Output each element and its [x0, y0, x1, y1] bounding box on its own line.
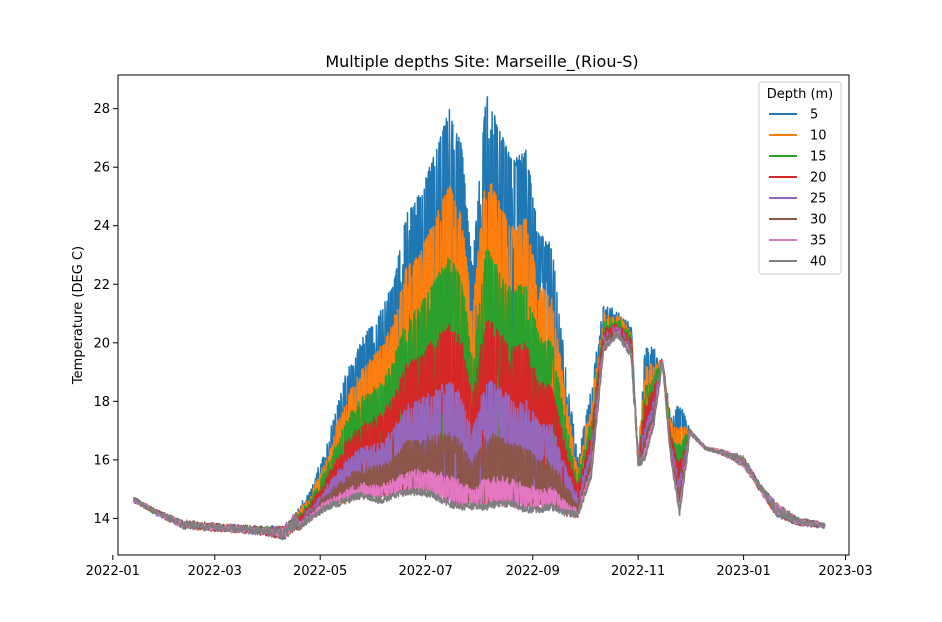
- chart-title: Multiple depths Site: Marseille_(Riou-S): [325, 52, 638, 72]
- legend-title: Depth (m): [767, 87, 834, 102]
- y-tick-label: 24: [93, 219, 110, 234]
- legend: Depth (m) 5 10 15 20 25 30 35 40: [758, 81, 842, 275]
- legend-label-15: 15: [810, 150, 827, 165]
- y-axis-label: Temperature (DEG C): [71, 246, 86, 385]
- y-tick-label: 22: [93, 278, 110, 293]
- plot-frame: [117, 74, 850, 556]
- series-line-40: [132, 332, 826, 540]
- x-tick-label: 2022-11: [611, 564, 665, 579]
- legend-label-20: 20: [810, 171, 827, 186]
- x-tick-label: 2022-01: [86, 564, 140, 579]
- legend-frame: [758, 81, 842, 275]
- y-tick-label: 26: [93, 161, 110, 176]
- legend-label-30: 30: [810, 213, 827, 228]
- x-tick-label: 2023-03: [818, 564, 872, 579]
- y-tick-label: 20: [93, 336, 110, 351]
- y-tick-label: 14: [93, 512, 110, 527]
- legend-label-25: 25: [810, 192, 827, 207]
- legend-label-35: 35: [810, 234, 827, 249]
- legend-label-5: 5: [810, 108, 818, 123]
- x-tick-label: 2022-05: [293, 564, 347, 579]
- legend-label-40: 40: [810, 255, 827, 270]
- y-tick-label: 16: [93, 453, 110, 468]
- x-tick-label: 2022-09: [506, 564, 560, 579]
- y-tick-label: 18: [93, 395, 110, 410]
- legend-label-10: 10: [810, 129, 827, 144]
- x-tick-label: 2022-03: [188, 564, 242, 579]
- x-tick-label: 2022-07: [398, 564, 452, 579]
- x-tick-label: 2023-01: [716, 564, 770, 579]
- y-tick-label: 28: [93, 102, 110, 117]
